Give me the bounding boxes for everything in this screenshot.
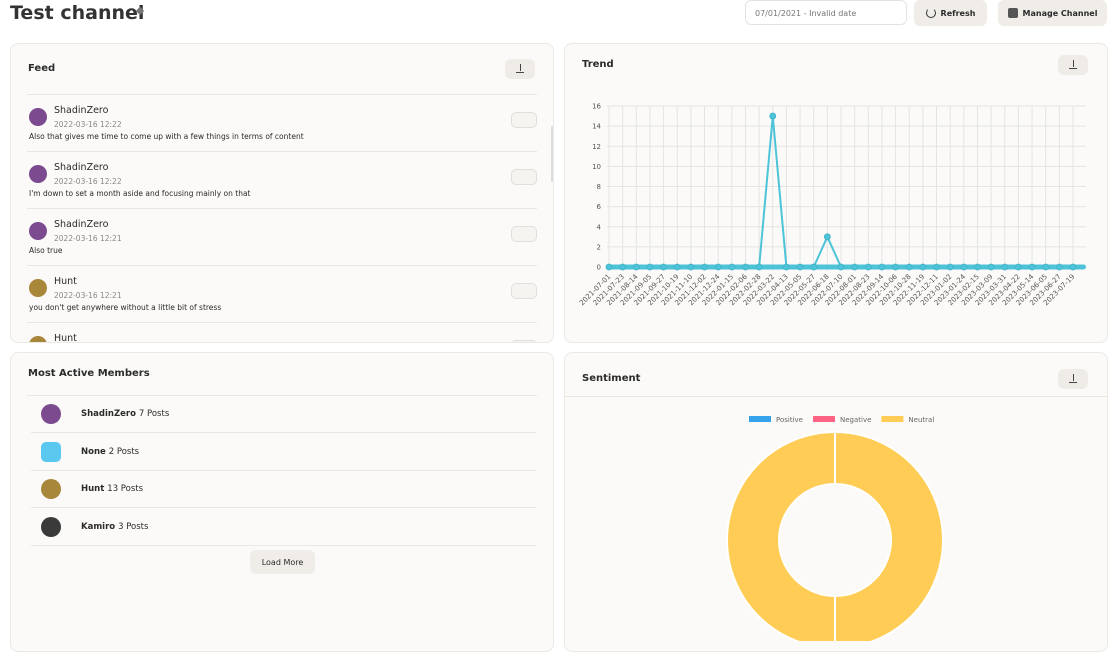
scrollbar[interactable] (551, 126, 553, 182)
divider (27, 94, 537, 95)
feed-text: Also that gives me time to come up with … (29, 132, 304, 141)
separator (27, 265, 537, 266)
open-link-button[interactable] (511, 283, 537, 299)
members-title: Most Active Members (28, 368, 150, 379)
feed-time: 2022-03-16 12:22 (54, 120, 122, 129)
feed-time: 2022-03-16 12:21 (54, 291, 122, 300)
avatar (29, 165, 47, 183)
open-link-button[interactable] (511, 169, 537, 185)
feed-user: Hunt (54, 333, 77, 343)
member-name: Kamiro (81, 521, 116, 532)
avatar (29, 336, 47, 342)
member-row: Hunt 13 Posts (81, 484, 143, 494)
avatar (41, 441, 61, 462)
feed-time: 2022-03-16 12:21 (54, 234, 122, 243)
feed-card: Feed ShadinZero 2022-03-16 12:22 Also that… (10, 43, 554, 343)
feed-text: you don't get anywhere without a little … (29, 303, 222, 312)
member-posts: 13 Posts (107, 484, 144, 494)
member-name: Hunt (81, 484, 105, 494)
divider (565, 396, 1107, 397)
members-card: Most Active Members Load More ShadinZero… (10, 352, 554, 652)
download-button[interactable] (1058, 55, 1088, 75)
feed-text: I'm down to set a month aside and focusi… (29, 189, 251, 198)
download-button[interactable] (1058, 369, 1088, 389)
separator (27, 208, 537, 209)
member-row: None 2 Posts (81, 447, 139, 457)
avatar (41, 404, 61, 424)
feed-user: ShadinZero (54, 162, 109, 173)
date-range-input[interactable]: 07/01/2021 - Invalid date (745, 0, 907, 25)
avatar (29, 108, 47, 126)
manage-button[interactable]: Manage Channel (998, 0, 1107, 26)
trend-card: Trend (564, 43, 1108, 343)
manage-label: Manage Channel (1022, 8, 1098, 18)
member-row: Kamiro 3 Posts (81, 522, 148, 532)
feed-time: 2022-03-16 12:22 (54, 177, 122, 186)
member-row: ShadinZero 7 Posts (81, 409, 169, 419)
separator (31, 432, 536, 433)
avatar (29, 222, 47, 240)
separator (31, 469, 536, 471)
load-more-label: Load More (261, 557, 304, 567)
open-link-button[interactable] (511, 226, 537, 242)
open-link-button[interactable] (511, 112, 537, 128)
feed-user: ShadinZero (54, 105, 109, 116)
channel-title: Test channel (10, 2, 145, 24)
avatar (29, 279, 47, 297)
member-posts: 7 Posts (138, 409, 170, 419)
divider (27, 395, 537, 396)
refresh-button[interactable]: Refresh (914, 0, 987, 26)
member-posts: 3 Posts (118, 521, 149, 532)
feed-user: ShadinZero (54, 219, 109, 230)
separator (27, 322, 537, 323)
sentiment-title: Sentiment (582, 373, 641, 384)
open-link-button[interactable] (511, 340, 537, 342)
sentiment-card: Sentiment (564, 352, 1108, 652)
load-more-button[interactable]: Load More (250, 550, 315, 574)
download-button[interactable] (505, 59, 535, 79)
separator (27, 151, 537, 152)
member-posts: 2 Posts (108, 446, 140, 457)
feed-title: Feed (28, 63, 56, 74)
trend-title: Trend (582, 59, 614, 70)
separator (31, 544, 536, 546)
avatar (41, 479, 61, 499)
separator (31, 507, 536, 508)
feed-text: Also true (29, 246, 63, 255)
member-name: ShadinZero (81, 409, 136, 419)
refresh-label: Refresh (940, 8, 976, 18)
feed-user: Hunt (54, 276, 77, 287)
avatar (41, 516, 61, 537)
member-name: None (81, 446, 106, 457)
